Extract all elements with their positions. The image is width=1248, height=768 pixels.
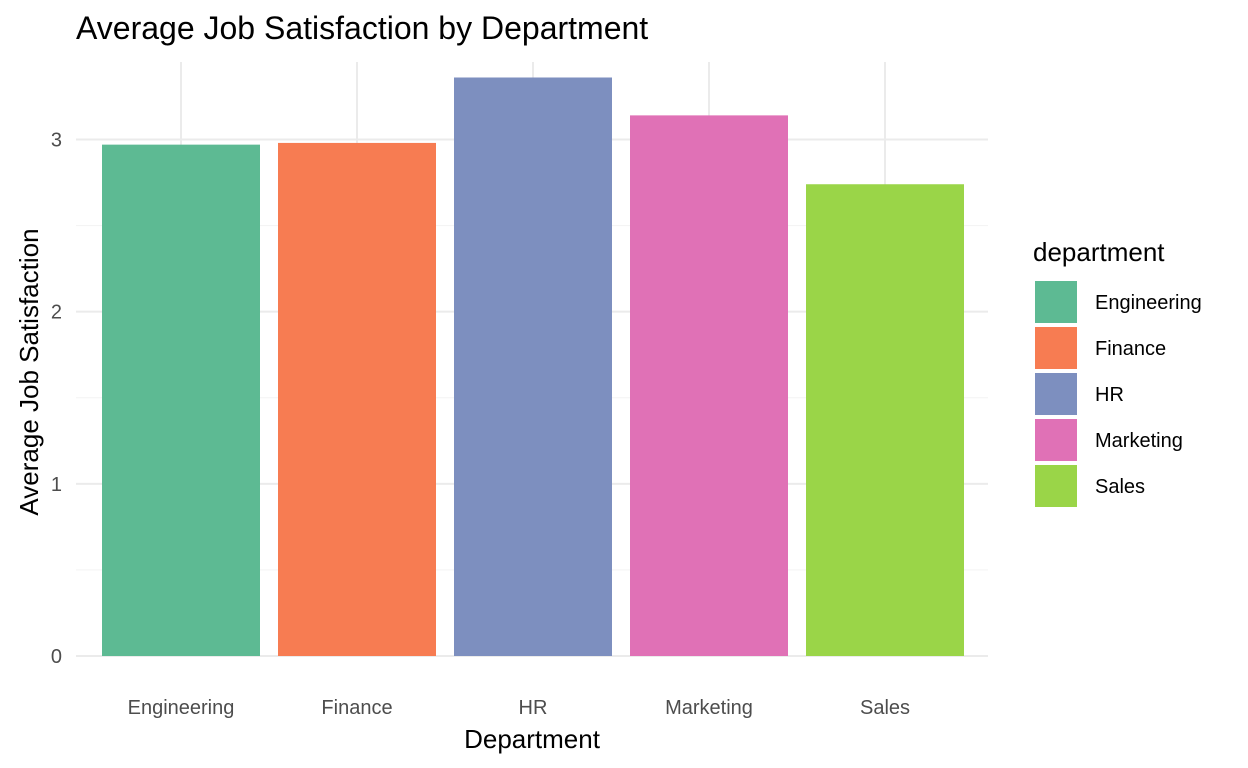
bar-hr [454, 77, 612, 656]
y-axis-ticks: 0 1 2 3 [51, 129, 62, 668]
x-tick-label: HR [519, 697, 548, 719]
legend-label: Finance [1095, 338, 1166, 360]
legend: department Engineering Finance HR Marketing… [1033, 237, 1202, 507]
x-tick-label: Sales [860, 697, 910, 719]
legend-swatch [1035, 419, 1077, 461]
legend-label: Sales [1095, 476, 1145, 498]
bar-sales [806, 184, 964, 657]
y-tick-label: 1 [51, 474, 62, 496]
y-tick-label: 3 [51, 129, 62, 151]
x-tick-label: Marketing [665, 697, 753, 719]
bars [102, 77, 964, 657]
bar-finance [278, 142, 436, 656]
legend-swatch [1035, 465, 1077, 507]
y-tick-label: 2 [51, 302, 62, 324]
y-tick-label: 0 [51, 646, 62, 668]
y-axis-title: Average Job Satisfaction [14, 228, 44, 515]
x-tick-label: Engineering [128, 697, 235, 719]
bar-engineering [102, 144, 260, 656]
legend-label: Marketing [1095, 430, 1183, 452]
x-axis-ticks: Engineering Finance HR Marketing Sales [128, 697, 910, 719]
legend-label: Engineering [1095, 292, 1202, 314]
legend-title: department [1033, 237, 1165, 267]
legend-swatch [1035, 373, 1077, 415]
bar-marketing [630, 115, 788, 657]
legend-label: HR [1095, 384, 1124, 406]
chart-title: Average Job Satisfaction by Department [76, 10, 648, 46]
legend-swatch [1035, 281, 1077, 323]
x-tick-label: Finance [321, 697, 392, 719]
legend-swatch [1035, 327, 1077, 369]
x-axis-title: Department [464, 724, 601, 754]
